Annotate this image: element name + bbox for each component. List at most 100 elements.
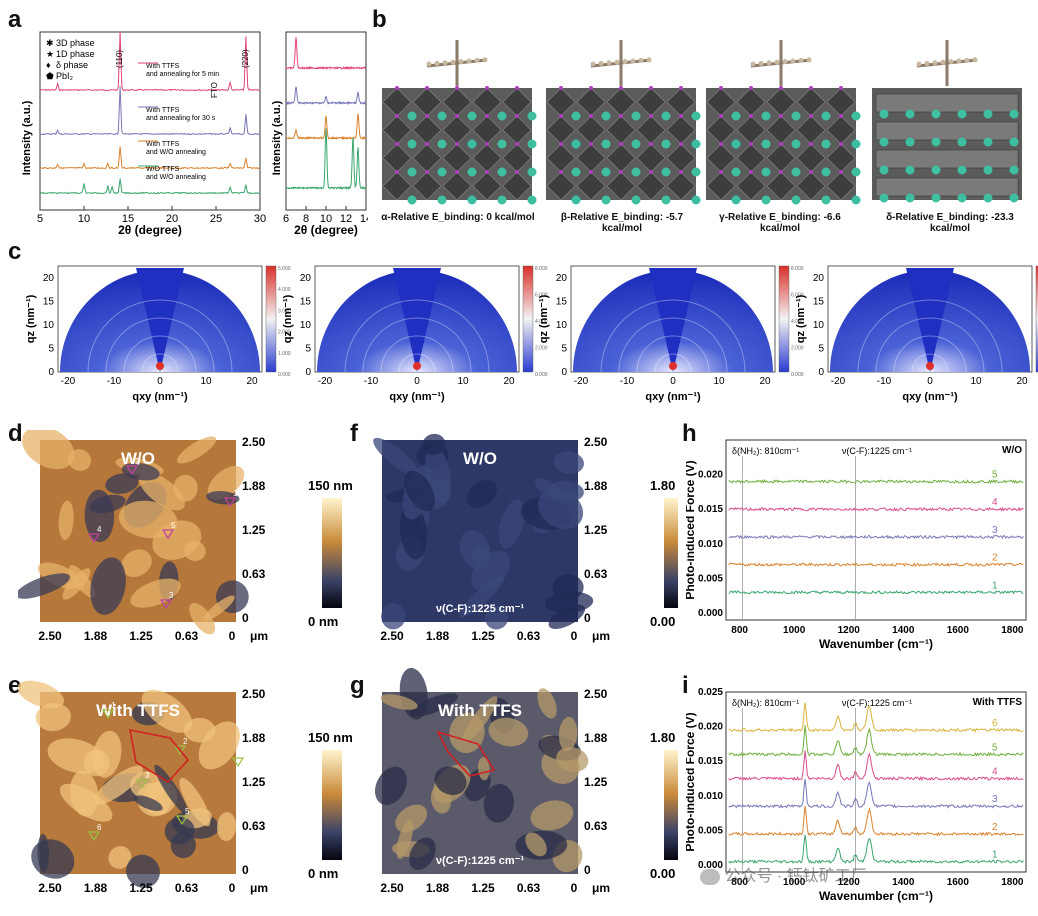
ir-annotation-nh: δ(NH₂): 810cm⁻¹	[732, 698, 799, 708]
xrd-trace	[39, 178, 260, 195]
fto-label: FTO	[210, 82, 219, 98]
afm-xtick: 2.50	[38, 881, 62, 895]
afm-ytick: 1.25	[584, 775, 608, 789]
giwaxs-xtick: 0	[157, 376, 163, 387]
giwaxs-xtick: 10	[200, 376, 212, 387]
afm-title: With TTFS	[438, 701, 522, 720]
xrd-trace-label: With TTFS	[146, 107, 180, 114]
afm-grain	[375, 766, 407, 806]
afm-ytick: 0	[242, 611, 249, 625]
afm-grain	[558, 716, 578, 752]
iodide-atom	[395, 142, 399, 146]
afm-unit: μm	[250, 881, 268, 895]
iodide-atom	[839, 114, 843, 118]
afm-xtick: 0	[229, 629, 236, 643]
ir-ytick: 0.025	[698, 687, 723, 698]
cation-atom	[879, 193, 889, 203]
colorbar-tick-label: 6.000	[791, 293, 804, 299]
afm-ytick: 1.25	[242, 775, 266, 789]
ir-xtick: 1400	[892, 877, 915, 888]
panel-label-e: e	[8, 672, 22, 699]
giwaxs-ylabel: qz (nm⁻¹)	[538, 294, 550, 343]
giwaxs-row: 5.000 4.000 3.000 2.000 1.000 0.000 1 -20 -10 0 10…	[18, 258, 1038, 408]
afm-title: W/O	[463, 449, 497, 468]
cation-atom	[527, 195, 537, 205]
giwaxs-maps: 5.000 4.000 3.000 2.000 1.000 0.000 1 -20 -10 0 10…	[25, 265, 1038, 403]
giwaxs-ytick: 15	[813, 297, 825, 308]
cation-atom	[437, 195, 447, 205]
giwaxs-ytick: 15	[300, 297, 312, 308]
legend-marker-3d: ✱	[46, 38, 54, 48]
ir-ylabel: Photo-induced Force (V)	[686, 712, 697, 851]
giwaxs-ytick: 0	[305, 367, 311, 378]
xrd-trace	[39, 31, 260, 92]
delta-layer	[875, 149, 1019, 169]
giwaxs-xtick: -10	[364, 376, 379, 387]
cation-atom	[661, 195, 671, 205]
scattering-ring	[362, 317, 472, 373]
octahedron	[636, 171, 666, 201]
afm-grain	[395, 804, 428, 833]
afm-xtick: 0	[571, 881, 578, 895]
xrd-tick-label: 25	[210, 213, 222, 225]
afm-ytick: 2.50	[584, 687, 608, 701]
iodide-atom	[425, 170, 429, 174]
cation-atom	[905, 193, 915, 203]
molecule-atom	[750, 61, 756, 67]
iodide-atom	[809, 114, 813, 118]
ir-xlabel: Wavenumber (cm⁻¹)	[819, 889, 933, 903]
afm-grain	[530, 800, 574, 831]
iodide-atom	[649, 86, 653, 90]
afm-grain	[35, 702, 71, 732]
afm-grain	[18, 680, 64, 709]
afm-ytick: 1.88	[584, 731, 608, 745]
cation-atom	[601, 167, 611, 177]
panel-label-c: c	[8, 238, 22, 265]
cation-atom	[983, 193, 993, 203]
cation-atom	[879, 137, 889, 147]
ir-xtick: 1000	[783, 625, 806, 636]
afm-grain	[538, 488, 584, 530]
cation-atom	[731, 195, 741, 205]
afm-xtick: 1.25	[471, 629, 495, 643]
afm-grain	[217, 812, 237, 842]
afm-marker-label: 1	[111, 701, 116, 710]
iodide-atom	[719, 114, 723, 118]
colorbar-tick-label: 5.000	[278, 266, 291, 272]
cation-atom	[527, 139, 537, 149]
iodide-atom	[649, 170, 653, 174]
cation-atom	[957, 137, 967, 147]
afm-grain	[67, 449, 92, 471]
cation-atom	[1009, 109, 1019, 119]
xrd-zoom-xlabel: 2θ (degree)	[294, 223, 358, 237]
legend-marker-1d: ★	[46, 49, 54, 59]
legend-1d: 1D phase	[56, 49, 95, 59]
giwaxs-xtick: -20	[831, 376, 846, 387]
afm-colorbar	[664, 750, 678, 860]
molecule-atom	[646, 57, 652, 63]
afm-grain	[126, 854, 160, 888]
afm-ytick: 1.25	[242, 523, 266, 537]
cation-atom	[467, 139, 477, 149]
delta-layer	[875, 177, 1019, 197]
legend-marker-delta: ♦	[46, 60, 51, 70]
cation-atom	[527, 111, 537, 121]
giwaxs-ytick: 10	[813, 320, 825, 331]
cation-atom	[731, 111, 741, 121]
cation-atom	[497, 195, 507, 205]
cation-atom	[661, 111, 671, 121]
xrd-trace-label: With TTFS	[146, 141, 180, 148]
scattering-ring	[123, 335, 197, 373]
colorbar-tick-label: 2.000	[278, 330, 291, 336]
iodide-atom	[559, 114, 563, 118]
afm-grain	[198, 721, 240, 770]
giwaxs-map-number: 1	[64, 273, 71, 287]
scattering-ring	[618, 317, 728, 373]
ir-series-label: 2	[992, 553, 998, 564]
giwaxs-colorbar	[265, 265, 277, 373]
giwaxs-ytick: 10	[43, 320, 55, 331]
ir-ytick: 0.000	[698, 608, 723, 619]
cation-atom	[761, 139, 771, 149]
cation-atom	[931, 137, 941, 147]
ir-series-label: 4	[992, 497, 998, 508]
